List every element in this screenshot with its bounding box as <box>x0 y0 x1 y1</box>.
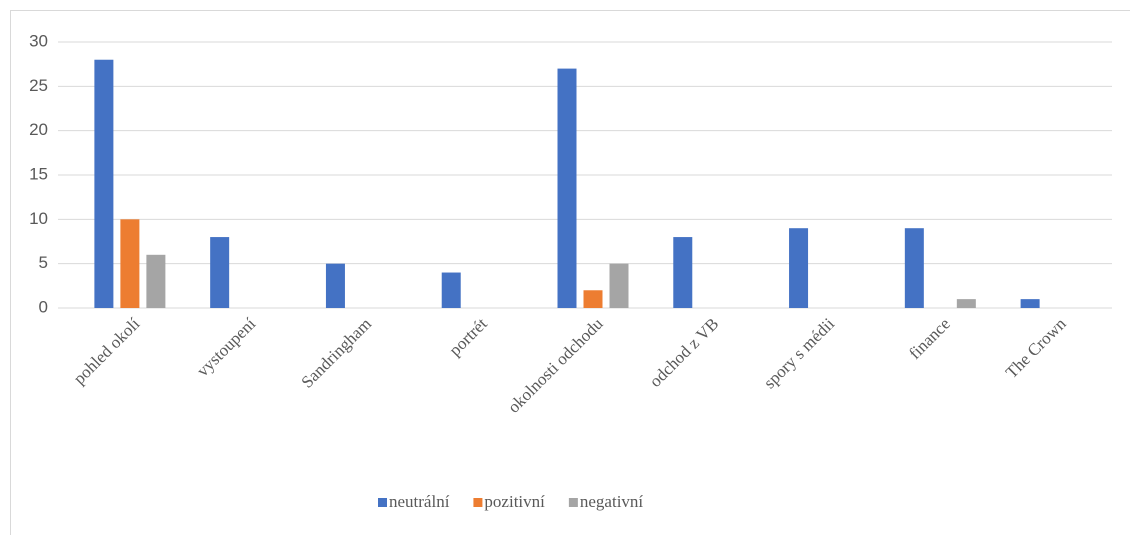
x-tick-label: odchod z VB <box>646 314 723 391</box>
x-tick-label: pohled okolí <box>70 314 144 388</box>
bar <box>210 237 230 308</box>
bar <box>583 290 603 308</box>
legend-swatch <box>568 498 578 507</box>
legend-swatch <box>378 498 387 507</box>
y-tick-label: 10 <box>29 209 48 228</box>
x-tick-label: spory s médii <box>760 314 838 392</box>
bar <box>94 59 114 308</box>
x-tick-label: vystoupení <box>193 314 259 380</box>
y-tick-label: 25 <box>29 76 48 95</box>
legend-label: neutrální <box>389 492 450 511</box>
x-tick-label: okolnosti odchodu <box>504 314 607 417</box>
x-tick-label: The Crown <box>1002 314 1070 382</box>
x-tick-label: Sandringham <box>297 314 375 392</box>
bar <box>1020 299 1040 308</box>
legend-label: negativní <box>580 492 644 511</box>
y-tick-label: 20 <box>29 120 48 139</box>
legend-swatch <box>473 498 483 507</box>
y-tick-label: 5 <box>39 253 48 272</box>
y-tick-label: 30 <box>29 31 48 50</box>
bar <box>956 299 976 308</box>
chart-border <box>10 10 1130 535</box>
bar <box>146 254 166 308</box>
bar <box>325 263 345 308</box>
bar <box>557 68 577 308</box>
bar <box>609 263 629 308</box>
bar <box>673 237 693 308</box>
bar <box>789 228 809 308</box>
legend-label: pozitivní <box>484 492 545 511</box>
bar <box>441 272 461 308</box>
y-tick-label: 15 <box>29 164 48 183</box>
x-tick-label: portrét <box>445 314 491 360</box>
bar <box>904 228 924 308</box>
y-tick-label: 0 <box>39 297 48 316</box>
x-tick-label: finance <box>905 314 954 363</box>
bar <box>120 219 140 308</box>
